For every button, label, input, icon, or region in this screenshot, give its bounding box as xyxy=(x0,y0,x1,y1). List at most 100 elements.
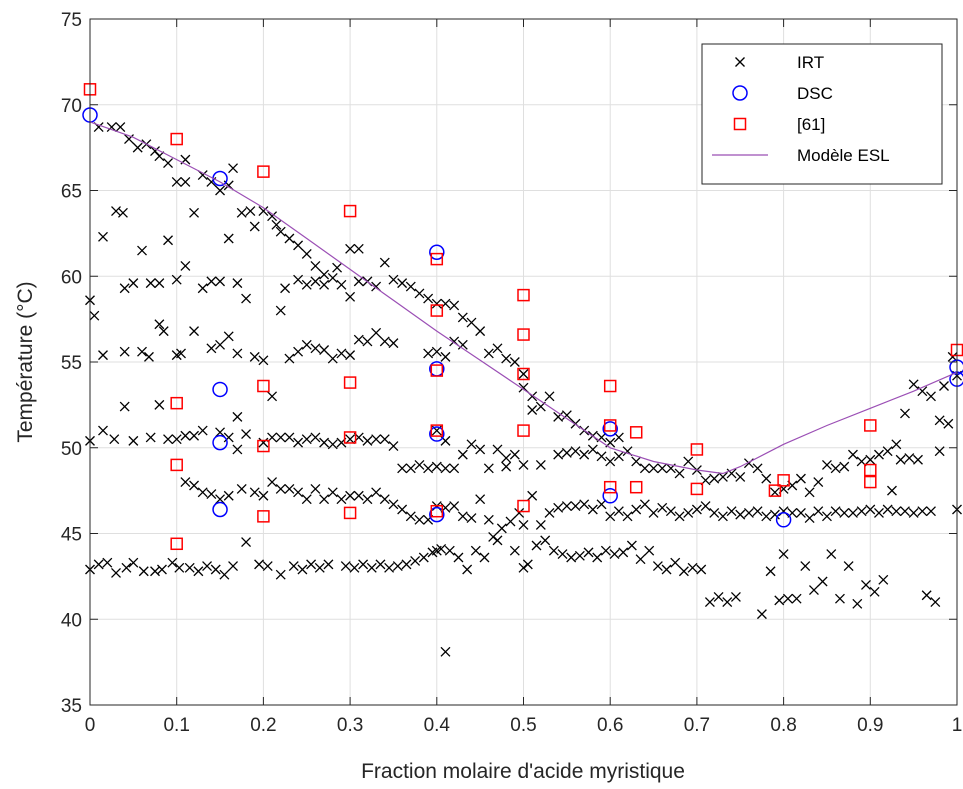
data-point-stroke xyxy=(579,449,590,460)
data-point-stroke xyxy=(353,243,364,254)
data-point xyxy=(336,279,347,290)
data-point-stroke xyxy=(449,300,460,311)
data-point xyxy=(791,593,802,604)
data-point-stroke xyxy=(280,283,291,294)
data-point xyxy=(319,279,330,290)
data-point xyxy=(561,410,572,421)
data-point-stroke xyxy=(808,585,819,596)
data-point xyxy=(934,446,945,457)
data-point xyxy=(639,463,650,474)
data-point xyxy=(602,421,618,437)
data-point xyxy=(319,437,330,448)
data-point-stroke xyxy=(297,564,308,575)
data-point xyxy=(553,502,564,513)
data-point-stroke xyxy=(189,480,199,491)
series-0 xyxy=(85,122,962,657)
data-point-stroke xyxy=(553,502,564,513)
data-point xyxy=(353,334,364,345)
data-point xyxy=(761,511,772,522)
y-tick-label: 35 xyxy=(61,696,82,717)
data-point xyxy=(219,569,230,580)
data-point-stroke xyxy=(501,453,512,463)
data-point-stroke xyxy=(483,514,494,525)
data-point-stroke xyxy=(236,483,247,494)
data-point-stroke xyxy=(171,274,182,285)
data-point-stroke xyxy=(596,499,607,510)
data-point-stroke xyxy=(379,494,390,505)
data-point-stroke xyxy=(371,281,382,292)
data-point-stroke xyxy=(540,535,551,546)
data-point-stroke xyxy=(223,180,234,191)
data-point xyxy=(449,300,460,311)
data-point xyxy=(904,453,915,463)
data-point-stroke xyxy=(128,278,139,289)
data-point xyxy=(517,424,530,437)
data-point xyxy=(874,449,884,460)
data-point xyxy=(405,511,416,522)
data-point xyxy=(848,449,858,460)
data-point-stroke xyxy=(171,434,182,445)
data-point xyxy=(821,459,832,470)
data-point-stroke xyxy=(683,456,694,467)
data-point-stroke xyxy=(275,432,286,443)
data-point xyxy=(769,487,780,498)
data-point xyxy=(257,165,270,178)
data-point xyxy=(362,336,373,347)
data-point-stroke xyxy=(245,206,256,217)
data-point xyxy=(648,463,659,474)
data-point xyxy=(202,561,213,572)
data-point-stroke xyxy=(397,504,408,515)
data-point xyxy=(301,248,312,259)
data-point xyxy=(180,430,191,441)
data-point xyxy=(430,504,444,518)
data-point xyxy=(492,343,503,354)
data-point-stroke xyxy=(388,274,399,285)
x-tick-label: 0 xyxy=(85,715,96,736)
data-point xyxy=(332,262,343,273)
data-point-stroke xyxy=(275,226,286,237)
data-point xyxy=(431,346,442,357)
data-point xyxy=(430,252,444,266)
data-point-stroke xyxy=(241,293,252,304)
data-point-stroke xyxy=(154,319,165,330)
x-tick-label: 1 xyxy=(952,715,963,736)
data-point-stroke xyxy=(743,507,754,518)
data-point xyxy=(457,339,468,350)
data-point-stroke xyxy=(232,411,243,422)
data-point xyxy=(483,348,494,359)
data-point-stroke xyxy=(609,549,620,560)
data-point-stroke xyxy=(345,243,356,254)
data-point xyxy=(856,506,867,517)
data-point xyxy=(319,494,330,505)
data-point-stroke xyxy=(735,471,746,482)
x-tick-label: 0.3 xyxy=(337,715,363,736)
data-point-stroke xyxy=(874,449,884,460)
data-point-stroke xyxy=(856,456,867,467)
data-point xyxy=(570,446,581,457)
data-point xyxy=(163,158,173,169)
data-point xyxy=(440,351,451,362)
data-point xyxy=(444,545,455,556)
data-point xyxy=(674,511,685,522)
y-axis-label: Température (°C) xyxy=(14,281,37,442)
data-point xyxy=(343,506,357,520)
data-point-stroke xyxy=(913,454,923,465)
data-point xyxy=(157,564,167,575)
data-point-stroke xyxy=(189,326,199,337)
data-point-stroke xyxy=(319,345,330,355)
data-point xyxy=(323,559,334,570)
data-point xyxy=(449,463,460,474)
data-point xyxy=(327,353,338,364)
data-point-stroke xyxy=(839,507,850,518)
data-point xyxy=(934,415,945,426)
data-point xyxy=(457,312,468,323)
data-point xyxy=(206,343,217,354)
data-point-stroke xyxy=(687,562,698,573)
data-point xyxy=(466,439,477,450)
data-point xyxy=(690,482,704,496)
data-point-stroke xyxy=(258,206,269,217)
data-point-stroke xyxy=(431,461,442,472)
data-point xyxy=(154,399,165,410)
data-point xyxy=(189,480,199,491)
data-point xyxy=(592,552,603,563)
